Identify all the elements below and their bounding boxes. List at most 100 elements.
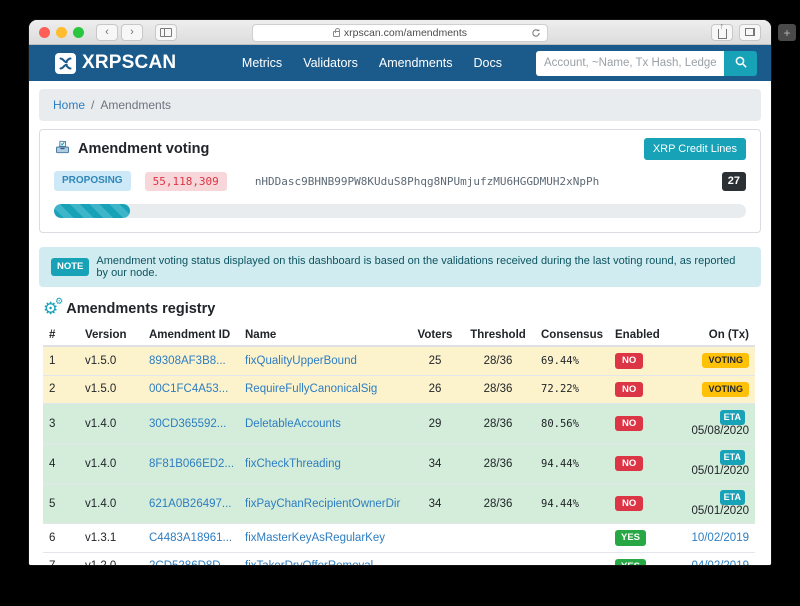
row-consensus <box>535 551 609 565</box>
row-consensus: 94.44% <box>535 443 609 484</box>
ballot-box-icon <box>54 139 71 160</box>
col-on-tx: On (Tx) <box>675 325 755 347</box>
amendments-table: # Version Amendment ID Name Voters Thres… <box>43 325 755 565</box>
enabled-date-link[interactable]: 04/02/2019 <box>691 560 749 565</box>
address-bar[interactable]: xrpscan.com/amendments <box>252 23 548 42</box>
row-consensus <box>535 523 609 552</box>
amendment-id-link[interactable]: 8F81B066ED2... <box>149 457 235 470</box>
row-version: v1.4.0 <box>79 443 143 484</box>
amendment-name-link[interactable]: RequireFullyCanonicalSig <box>245 383 378 396</box>
back-button[interactable]: ‹ <box>96 23 118 41</box>
amendment-row: 4 v1.4.0 8F81B066ED2... fixCheckThreadin… <box>43 443 755 484</box>
window-controls <box>39 26 84 38</box>
gears-icon: ⚙ ⚙ <box>43 296 64 318</box>
col-enabled: Enabled <box>609 325 675 347</box>
enabled-badge: NO <box>615 455 644 472</box>
breadcrumb-separator: / <box>91 98 95 112</box>
breadcrumb-home-link[interactable]: Home <box>53 98 86 112</box>
amendment-id-link[interactable]: 89308AF3B8... <box>149 354 226 367</box>
share-icon <box>717 22 727 39</box>
amendment-name-link[interactable]: fixCheckThreading <box>245 457 341 470</box>
note-text: Amendment voting status displayed on thi… <box>96 255 736 279</box>
amendment-id-link[interactable]: 2CD5286D8D... <box>149 560 230 565</box>
nav-item-validators[interactable]: Validators <box>303 56 358 70</box>
ledger-index-badge: 55,118,309 <box>144 171 227 191</box>
col-voters: Voters <box>409 325 461 347</box>
minimize-window-button[interactable] <box>56 26 67 38</box>
sidebar-button[interactable] <box>155 23 177 41</box>
enabled-badge: NO <box>615 381 644 397</box>
amendment-id-link[interactable]: 30CD365592... <box>149 417 227 430</box>
nav-item-metrics[interactable]: Metrics <box>241 56 283 70</box>
amendment-id-link[interactable]: C4483A18961... <box>149 531 233 544</box>
row-version: v1.4.0 <box>79 483 143 524</box>
share-button[interactable] <box>711 22 733 41</box>
row-voters: 34 <box>409 483 461 524</box>
nav-links: Metrics Validators Amendments Docs <box>242 56 502 70</box>
row-voters: 26 <box>409 374 461 404</box>
row-version: v1.4.0 <box>79 403 143 444</box>
amendment-id-link[interactable]: 00C1FC4A53... <box>149 383 229 396</box>
col-consensus: Consensus <box>535 325 609 347</box>
validator-count-badge: 27 <box>721 171 746 191</box>
sidebar-icon <box>160 27 172 37</box>
amendment-row: 6 v1.3.1 C4483A18961... fixMasterKeyAsRe… <box>43 523 755 552</box>
row-num: 5 <box>43 483 79 524</box>
row-voters <box>409 523 461 552</box>
card-title: Amendment voting <box>78 141 210 157</box>
tabs-overview-button[interactable] <box>739 23 761 41</box>
row-version: v1.5.0 <box>79 345 143 375</box>
row-voters <box>409 551 461 565</box>
amendment-name-link[interactable]: fixPayChanRecipientOwnerDir <box>245 497 401 510</box>
row-voters: 29 <box>409 403 461 444</box>
amendment-id-link[interactable]: 621A0B26497... <box>149 497 232 510</box>
brand[interactable]: XRPSCAN <box>55 52 176 74</box>
breadcrumb: Home / Amendments <box>39 89 761 121</box>
voting-progress-fill <box>54 204 131 218</box>
close-window-button[interactable] <box>39 26 50 38</box>
amendment-name-link[interactable]: fixTakerDryOfferRemoval <box>245 560 373 565</box>
enabled-badge: NO <box>615 415 644 432</box>
row-consensus: 80.56% <box>535 403 609 444</box>
row-threshold: 28/36 <box>461 443 535 484</box>
search-button[interactable] <box>724 50 757 76</box>
row-threshold: 28/36 <box>461 345 535 375</box>
reload-icon[interactable] <box>531 28 541 41</box>
validator-hash: nHDDasc9BHNB99PW8KUduS8Phqg8NPUmjufzMU6H… <box>254 174 600 188</box>
voting-badge: VOTING <box>702 353 749 369</box>
row-version: v1.2.0 <box>79 551 143 565</box>
eta-date: 05/01/2020 <box>691 465 749 477</box>
amendment-name-link[interactable]: fixQualityUpperBound <box>245 354 357 367</box>
amendment-row: 5 v1.4.0 621A0B26497... fixPayChanRecipi… <box>43 483 755 524</box>
row-num: 3 <box>43 403 79 444</box>
browser-chrome: ‹ › xrpscan.com/amendments <box>29 20 771 45</box>
table-header-row: # Version Amendment ID Name Voters Thres… <box>43 325 755 347</box>
amendment-row: 2 v1.5.0 00C1FC4A53... RequireFullyCanon… <box>43 374 755 404</box>
note-banner: NOTE Amendment voting status displayed o… <box>39 247 761 287</box>
nav-item-docs[interactable]: Docs <box>473 56 502 70</box>
row-version: v1.3.1 <box>79 523 143 552</box>
voting-status-row: PROPOSING 55,118,309 nHDDasc9BHNB99PW8KU… <box>40 166 760 196</box>
col-version: Version <box>79 325 143 347</box>
nav-item-amendments[interactable]: Amendments <box>378 56 453 70</box>
amendment-row: 3 v1.4.0 30CD365592... DeletableAccounts… <box>43 403 755 444</box>
xrp-credit-lines-button[interactable]: XRP Credit Lines <box>643 138 746 160</box>
enabled-badge: NO <box>615 353 644 369</box>
forward-button[interactable]: › <box>121 23 143 41</box>
lock-icon <box>332 28 340 37</box>
row-num: 6 <box>43 523 79 552</box>
amendment-voting-card: Amendment voting XRP Credit Lines PROPOS… <box>39 129 761 233</box>
new-tab-button[interactable]: + <box>778 24 796 41</box>
col-amendment-id: Amendment ID <box>143 325 239 347</box>
amendment-name-link[interactable]: fixMasterKeyAsRegularKey <box>245 531 385 544</box>
search-input[interactable] <box>536 50 724 76</box>
eta-date: 05/01/2020 <box>691 505 749 517</box>
zoom-window-button[interactable] <box>73 26 84 38</box>
enabled-date-link[interactable]: 10/02/2019 <box>691 531 749 544</box>
row-threshold: 28/36 <box>461 483 535 524</box>
registry-title: Amendments registry <box>66 300 216 317</box>
voting-progress-bar <box>54 204 746 218</box>
breadcrumb-current: Amendments <box>100 98 172 112</box>
amendment-name-link[interactable]: DeletableAccounts <box>245 417 341 430</box>
brand-name: XRPSCAN <box>82 52 177 73</box>
